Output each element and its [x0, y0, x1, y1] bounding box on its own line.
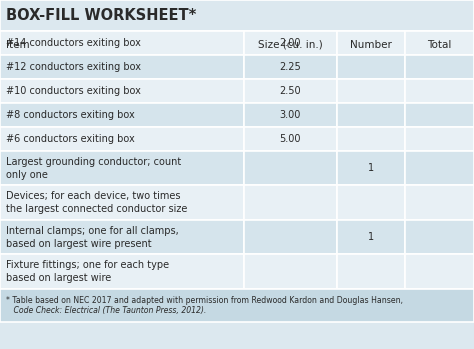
Bar [244, 31, 337, 55]
Bar [0, 151, 244, 185]
Bar [0, 289, 474, 322]
Text: Internal clamps; one for all clamps,
based on largest wire present: Internal clamps; one for all clamps, bas… [6, 226, 179, 248]
Bar [0, 31, 244, 55]
Bar [337, 254, 405, 289]
Bar [0, 55, 244, 79]
Text: Size (cu. in.): Size (cu. in.) [258, 40, 323, 50]
Text: Largest grounding conductor; count
only one: Largest grounding conductor; count only … [6, 157, 182, 179]
Bar [405, 55, 474, 79]
Text: 2.25: 2.25 [280, 62, 301, 72]
Bar [0, 79, 244, 103]
Text: Number: Number [350, 40, 392, 50]
Bar [337, 220, 405, 254]
Bar [244, 151, 337, 185]
Bar [337, 79, 405, 103]
Text: #8 conductors exiting box: #8 conductors exiting box [6, 110, 135, 120]
Text: 5.00: 5.00 [280, 134, 301, 144]
Bar [244, 55, 337, 79]
Text: Fixture fittings; one for each type
based on largest wire: Fixture fittings; one for each type base… [6, 260, 169, 283]
Text: #10 conductors exiting box: #10 conductors exiting box [6, 86, 141, 96]
Bar [337, 103, 405, 127]
Bar [405, 151, 474, 185]
Text: Code Check: Electrical (The Taunton Press, 2012).: Code Check: Electrical (The Taunton Pres… [6, 306, 207, 315]
Bar [0, 254, 244, 289]
Bar [337, 31, 405, 58]
Bar [337, 55, 405, 79]
Bar [405, 220, 474, 254]
Bar [244, 103, 337, 127]
Bar [337, 127, 405, 151]
Text: 3.00: 3.00 [280, 110, 301, 120]
Bar [405, 127, 474, 151]
Text: Total: Total [428, 40, 452, 50]
Bar [405, 31, 474, 55]
Bar [0, 220, 244, 254]
Text: #12 conductors exiting box: #12 conductors exiting box [6, 62, 141, 72]
Bar [244, 79, 337, 103]
Text: Devices; for each device, two times
the largest connected conductor size: Devices; for each device, two times the … [6, 191, 188, 214]
Bar [0, 103, 244, 127]
Text: 2.50: 2.50 [280, 86, 301, 96]
Bar [0, 31, 244, 58]
Bar [0, 0, 474, 31]
Bar [244, 220, 337, 254]
Text: 1: 1 [368, 163, 374, 173]
Text: 1: 1 [368, 232, 374, 242]
Bar [337, 31, 405, 55]
Bar [0, 127, 244, 151]
Text: Item: Item [6, 40, 30, 50]
Bar [244, 127, 337, 151]
Text: #6 conductors exiting box: #6 conductors exiting box [6, 134, 135, 144]
Bar [244, 254, 337, 289]
Bar [405, 185, 474, 220]
Bar [244, 31, 337, 58]
Bar [337, 185, 405, 220]
Bar [337, 151, 405, 185]
Text: #14 conductors exiting box: #14 conductors exiting box [6, 38, 141, 49]
Text: BOX-FILL WORKSHEET*: BOX-FILL WORKSHEET* [6, 8, 197, 23]
Text: 2.00: 2.00 [280, 38, 301, 49]
Text: * Table based on NEC 2017 and adapted with permission from Redwood Kardon and Do: * Table based on NEC 2017 and adapted wi… [6, 296, 403, 305]
Bar [405, 254, 474, 289]
Bar [0, 185, 244, 220]
Bar [405, 31, 474, 58]
Bar [244, 185, 337, 220]
Bar [405, 79, 474, 103]
Bar [405, 103, 474, 127]
